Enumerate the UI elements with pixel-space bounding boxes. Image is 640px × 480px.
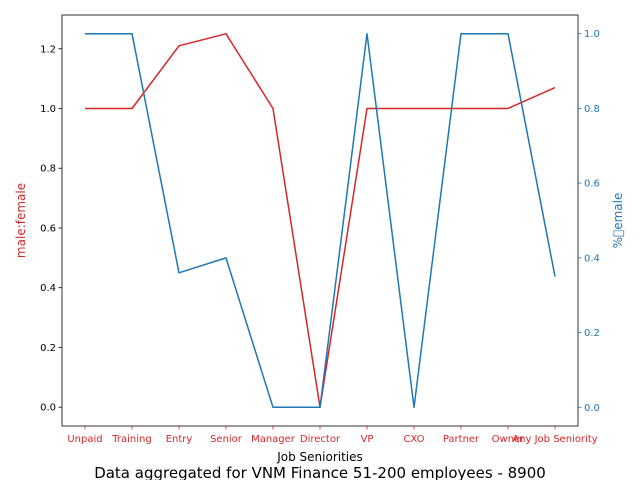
series-line-percent-female <box>85 32 556 409</box>
x-tick-label: Training <box>111 434 151 445</box>
chart-caption: Data aggregated for VNM Finance 51-200 e… <box>94 464 546 480</box>
x-tick-label: Any Job Seniority <box>512 434 597 445</box>
x-tick-label: Unpaid <box>67 434 102 445</box>
x-tick-label: Senior <box>210 434 243 445</box>
x-tick-label: Partner <box>443 434 480 445</box>
right-tick-label: 0.6 <box>584 179 600 190</box>
plot-area <box>61 14 579 427</box>
left-axis-title: male:female <box>14 183 28 258</box>
x-tick-label: VP <box>361 434 374 445</box>
left-tick-label: 0.0 <box>40 403 56 414</box>
right-tick-label: 0.8 <box>584 104 600 115</box>
left-tick-label: 0.6 <box>40 223 56 234</box>
left-axis: 0.0 0.2 0.4 0.6 0.8 1.0 1.2 <box>40 44 62 414</box>
right-axis: 0.0 0.2 0.4 0.6 0.8 1.0 <box>578 29 600 414</box>
x-axis: Unpaid Training Entry Senior Manager Director… <box>67 426 598 445</box>
right-axis-title: % emale <box>611 193 625 249</box>
x-tick-label: Director <box>300 434 341 445</box>
series-line-male-female-ratio <box>85 33 556 408</box>
x-tick-label: CXO <box>403 434 424 445</box>
left-tick-label: 0.4 <box>40 283 56 294</box>
plot-frame <box>61 14 579 427</box>
left-tick-label: 1.2 <box>40 44 56 55</box>
series-layer <box>85 32 556 409</box>
x-tick-label: Entry <box>166 434 193 445</box>
left-tick-label: 1.0 <box>40 104 56 115</box>
right-tick-label: 0.4 <box>584 253 600 264</box>
right-tick-label: 1.0 <box>584 29 600 40</box>
right-tick-label: 0.2 <box>584 328 600 339</box>
x-tick-label: Manager <box>251 434 296 445</box>
right-tick-label: 0.0 <box>584 403 600 414</box>
x-tick-label: Owner <box>492 434 526 445</box>
x-axis-title: Job Seniorities <box>276 450 363 464</box>
left-tick-label: 0.8 <box>40 164 56 175</box>
left-tick-label: 0.2 <box>40 343 56 354</box>
